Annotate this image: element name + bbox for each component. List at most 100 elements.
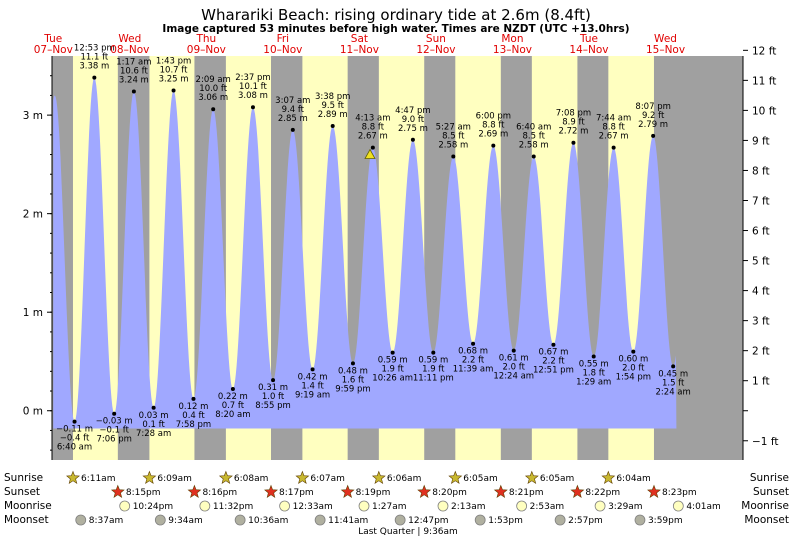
high-tide-marker (410, 137, 415, 142)
sunset-time: 8:20pm (432, 488, 467, 498)
high-tide-label: 2.67 m (599, 132, 629, 142)
moonset-icon (234, 514, 246, 526)
low-tide-label: −0.1 ft (99, 426, 129, 436)
moonset-time: 12:47pm (408, 516, 448, 526)
high-tide-marker (330, 123, 335, 128)
right-tick-label: 3 ft (752, 316, 770, 328)
low-tide-label: 2.0 ft (622, 364, 645, 374)
low-tide-marker (191, 396, 196, 401)
moonset-icon (554, 514, 566, 526)
high-tide-marker (171, 88, 176, 93)
moon-phase: Last Quarter | 9:36am (358, 527, 458, 537)
high-tide-label: 8.8 ft (482, 121, 505, 131)
low-tide-label: 2.0 ft (503, 363, 526, 373)
high-tide-label: 2.72 m (558, 127, 588, 137)
low-tide-label: 11:11 pm (413, 374, 454, 384)
right-tick-label: 12 ft (752, 45, 776, 57)
high-tide-label: 10.0 ft (199, 84, 227, 94)
low-tide-marker (671, 364, 676, 369)
high-tide-marker (571, 140, 576, 145)
moonrise-time: 11:32pm (213, 502, 253, 512)
moonrise-icon (516, 500, 528, 512)
day-date: 10–Nov (263, 44, 302, 56)
low-tide-label: 0.59 m (378, 356, 408, 366)
sunset-row-label-left: Sunset (4, 486, 40, 498)
low-tide-label: 11:39 am (453, 365, 494, 375)
sunset-icon (264, 484, 278, 498)
sunset-time: 8:19pm (356, 488, 391, 498)
sunrise-row-label-left: Sunrise (4, 472, 43, 484)
moonrise-icon (279, 500, 291, 512)
moonrise-time: 2:13am (451, 502, 486, 512)
current-level-marker (364, 148, 376, 159)
low-tide-label: 12:24 am (493, 372, 534, 382)
high-tide-marker (131, 89, 136, 94)
high-tide-marker (250, 105, 255, 110)
day-weekday: Mon (501, 33, 523, 45)
right-tick-label: 8 ft (752, 165, 770, 177)
low-tide-label: −0.4 ft (60, 434, 90, 444)
low-tide-label: 0.12 m (179, 402, 209, 412)
low-tide-marker (271, 378, 276, 383)
moonset-time: 1:53pm (488, 516, 523, 526)
low-tide-label: 7:28 am (136, 429, 171, 439)
sunset-icon (647, 484, 661, 498)
low-tide-label: 1.9 ft (422, 365, 445, 375)
low-tide-label: 0.4 ft (182, 411, 205, 421)
right-tick-label: 9 ft (752, 135, 770, 147)
high-tide-label: 2:37 pm (235, 73, 270, 83)
day-weekday: Tue (43, 33, 62, 45)
high-tide-label: 4:47 pm (395, 106, 430, 116)
low-tide-label: 1.5 ft (662, 378, 685, 388)
low-tide-label: 1.8 ft (583, 369, 606, 379)
day-date: 13–Nov (493, 44, 532, 56)
moonset-time: 10:36am (248, 516, 288, 526)
low-tide-label: −0.11 m (56, 425, 93, 435)
moonset-row-label-right: Moonset (744, 514, 789, 526)
high-tide-label: 3:38 pm (315, 92, 350, 102)
low-tide-label: 1:29 am (576, 378, 611, 388)
moonrise-icon (199, 500, 211, 512)
high-tide-label: 2.67 m (358, 132, 388, 142)
high-tide-label: 9.2 ft (642, 111, 665, 121)
low-tide-label: 0.7 ft (222, 401, 245, 411)
astronomy-rows: Sunrise Sunrise Sunset Sunset Moonrise Moonri… (4, 470, 789, 526)
moonset-icon (154, 514, 166, 526)
day-date: 08–Nov (110, 44, 149, 56)
day-headers: Tue07–NovWed08–NovThu09–NovFri10–NovSat1… (34, 33, 685, 56)
high-tide-label: 2.58 m (438, 141, 468, 151)
low-tide-label: 1.6 ft (342, 375, 365, 385)
low-tide-marker (230, 387, 235, 392)
high-tide-label: 3.25 m (159, 74, 189, 84)
sunrise-time: 6:08am (234, 474, 269, 484)
low-tide-label: 0.68 m (458, 347, 488, 357)
sunrise-icon (218, 470, 233, 484)
right-tick-label: 4 ft (752, 286, 770, 298)
high-tide-label: 8.8 ft (362, 123, 385, 133)
sunset-icon (417, 484, 432, 498)
low-tide-label: 1.9 ft (381, 365, 404, 375)
day-date: 12–Nov (416, 44, 455, 56)
high-tide-label: 9.5 ft (322, 101, 345, 111)
low-tide-label: 0.48 m (338, 366, 368, 376)
high-tide-label: 3:07 am (275, 96, 310, 106)
sunrise-icon (142, 470, 157, 484)
right-tick-label: 7 ft (752, 195, 770, 207)
moonset-icon (394, 514, 406, 526)
low-tide-marker (591, 354, 596, 359)
low-tide-label: 8:20 am (215, 410, 250, 420)
right-tick-label: 6 ft (752, 226, 770, 238)
moonrise-icon (358, 500, 370, 512)
low-tide-label: 6:40 am (57, 443, 92, 453)
right-tick-label: 2 ft (752, 346, 770, 358)
moonset-time: 9:34am (168, 516, 203, 526)
low-tide-label: 0.60 m (618, 355, 648, 365)
low-tide-label: 8:55 pm (255, 401, 290, 411)
low-tide-label: 2.2 ft (542, 357, 565, 367)
moonrise-time: 4:01am (686, 502, 721, 512)
high-tide-marker (651, 133, 656, 138)
moonset-icon (474, 514, 486, 526)
high-tide-label: 4:13 am (355, 114, 390, 124)
sunset-time: 8:17pm (279, 488, 314, 498)
